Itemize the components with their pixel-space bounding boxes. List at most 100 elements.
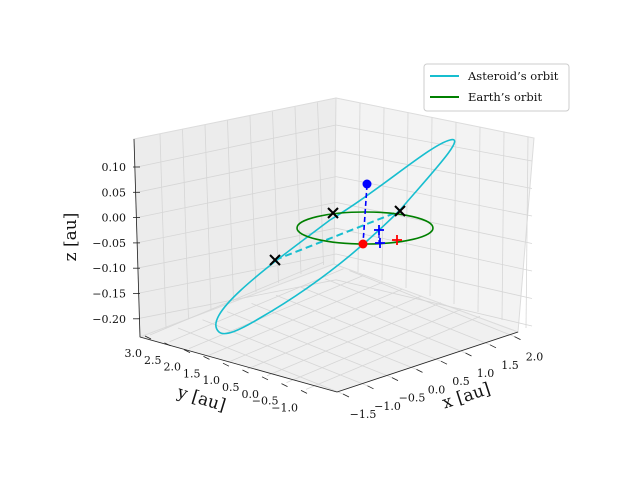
y-tick-label: 2.5	[144, 354, 162, 367]
x-tick-label: −0.5	[399, 392, 426, 405]
grid-line-x	[251, 303, 417, 370]
y-tick-label: 2.0	[164, 361, 182, 374]
x-tick-mark	[514, 336, 521, 340]
z-axis-line	[133, 138, 141, 338]
legend-label-asteroid: Asteroid’s orbit	[467, 69, 559, 83]
grid-line-x	[226, 311, 393, 378]
x-tick-label: 0.0	[428, 383, 446, 396]
markers-group	[269, 179, 406, 266]
grid-line-z	[136, 202, 337, 244]
grid-line-x	[300, 286, 466, 354]
grid-line-vertical	[182, 129, 189, 320]
y-axis-line	[139, 336, 338, 393]
grid-line-z	[136, 124, 337, 168]
y-tick-mark	[281, 383, 288, 387]
legend-label-earth: Earth’s orbit	[468, 90, 542, 104]
x-tick-mark	[342, 393, 350, 398]
x-tick-mark	[367, 385, 374, 390]
legend-box	[423, 63, 570, 112]
grid-line-y	[188, 275, 364, 349]
y-tick-mark	[222, 362, 230, 367]
grid-line-y	[227, 288, 403, 363]
grid-line-y	[266, 302, 442, 377]
x-axis-line	[336, 331, 519, 393]
y-tick-label: 0.0	[242, 388, 260, 401]
grid-line-z	[136, 279, 337, 320]
x-tick-mark	[391, 377, 399, 381]
x-tick-mark	[416, 369, 423, 373]
asteroid-point-marker	[362, 179, 372, 189]
x-tick-label: 1.5	[501, 359, 519, 372]
grid-line-z	[335, 253, 533, 299]
asteroid-hidden-segment	[274, 210, 401, 261]
asteroid-drop-line	[362, 184, 368, 245]
asteroid-orbit-line	[215, 138, 456, 335]
grid-line-vertical	[501, 131, 505, 321]
axis-edges	[133, 138, 519, 393]
asteroid-projection-marker	[358, 239, 368, 249]
grid-line-y	[305, 316, 481, 390]
z-tick-label: 0.05	[102, 186, 127, 199]
grid-line-vertical	[227, 120, 234, 302]
grid-line-vertical	[204, 124, 212, 311]
y-tick-mark	[144, 335, 152, 340]
grid-line-vertical	[159, 133, 167, 329]
grid-line-vertical	[381, 107, 385, 281]
x-tick-label: 2.0	[526, 351, 544, 364]
x-tick-label: 0.5	[452, 375, 470, 388]
y-tick-mark	[203, 356, 210, 360]
x-tick-label: −1.0	[374, 400, 401, 413]
x-tick-mark	[465, 352, 472, 357]
grid-line-z	[136, 150, 337, 193]
z-tick-label: −0.20	[92, 313, 126, 326]
grid-line-vertical	[249, 115, 257, 293]
plus-marker	[374, 225, 384, 235]
z-tick-label: 0.00	[102, 212, 127, 225]
x-tick-label: −1.5	[350, 408, 377, 421]
z-tick-label: −0.05	[92, 237, 126, 250]
x-tick-mark	[489, 344, 497, 349]
grid-line-z	[335, 124, 533, 162]
node-cross-marker	[327, 207, 339, 219]
tick-group: 0.100.050.00−0.05−0.10−0.15−0.203.02.52.…	[92, 161, 543, 421]
marker-layer	[269, 179, 406, 266]
grid-line-z	[136, 176, 337, 218]
y-tick-label: −0.5	[252, 395, 279, 408]
y-tick-label: 1.0	[203, 374, 221, 387]
plus-marker	[375, 238, 385, 248]
grid-line-vertical	[525, 136, 529, 329]
y-tick-label: 1.5	[183, 367, 201, 380]
node-cross-marker	[269, 254, 281, 266]
y-tick-mark	[261, 376, 269, 381]
node-cross-marker	[394, 205, 406, 217]
grid-line-vertical	[453, 122, 457, 305]
grid-line-z	[335, 279, 533, 327]
z-tick-label: −0.15	[92, 288, 126, 301]
grid-line-x	[275, 294, 442, 362]
y-tick-mark	[242, 369, 249, 374]
grid-line-x	[349, 270, 515, 337]
grid-line-vertical	[272, 111, 279, 284]
grid-line-y	[247, 295, 422, 370]
z-axis-label: z [au]	[61, 213, 81, 262]
plus-marker	[392, 235, 402, 245]
grid-line-y	[208, 282, 383, 356]
grid-line-vertical	[429, 117, 433, 297]
grid-line-z	[335, 227, 533, 272]
y-tick-label: −1.0	[271, 401, 298, 414]
z-tick-label: 0.10	[102, 161, 127, 174]
y-tick-mark	[183, 349, 191, 353]
axes-panes	[133, 97, 535, 393]
y-tick-label: 3.0	[125, 347, 143, 360]
grid-line-x	[177, 327, 344, 395]
y-tick-label: 0.5	[222, 381, 240, 394]
grid-line-vertical	[405, 112, 409, 289]
legend: Asteroid’s orbit Earth’s orbit	[423, 63, 570, 112]
grid-line-vertical	[294, 106, 302, 275]
grid-line-vertical	[317, 102, 324, 266]
grid-line-y	[149, 261, 325, 336]
grid-line-x	[202, 319, 368, 387]
y-axis-label: y [au]	[174, 382, 228, 416]
x-tick-label: 1.0	[477, 367, 495, 380]
z-tick-label: −0.10	[92, 262, 126, 275]
